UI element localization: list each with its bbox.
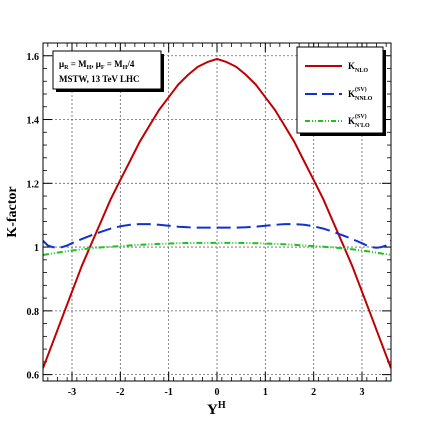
y-tick-label: 0.6 [27,371,40,382]
grid [43,43,391,381]
info-line-setup: MSTW, 13 TeV LHC [59,74,140,84]
x-tick-label: -2 [116,387,124,398]
y-tick-label: 1.2 [27,179,40,190]
axis-ticks [43,43,391,381]
x-tick-label: -1 [164,387,172,398]
y-tick-label: 0.8 [27,307,40,318]
y-tick-label: 1.6 [27,52,40,63]
series-line-2 [43,241,391,256]
legend-entries: KNLO K(SV) NNLO K(SV) N'LO [305,61,373,129]
series-line-0 [43,57,391,369]
legend-label: KNLO [348,61,368,74]
y-tick-label: 1 [34,243,39,254]
x-tick-label: 3 [360,387,365,398]
x-axis-label-main: Y [207,402,218,418]
series-lines [43,57,391,369]
tick-labels: -3 -2 -1 0 1 2 3 0.6 0.8 1 1.2 1.4 1.6 [27,52,365,398]
x-tick-label: -3 [68,387,76,398]
x-tick-label: 1 [263,387,268,398]
info-line-scales: μR = MH, μF = MH/4 [59,59,135,71]
legend-label: K(SV) N'LO [348,113,370,129]
info-box: μR = MH, μF = MH/4 MSTW, 13 TeV LHC [52,50,164,92]
y-tick-label: 1.4 [27,116,40,127]
series-line-1 [43,223,391,249]
x-axis-label: YH [207,400,226,418]
legend: KNLO K(SV) NNLO K(SV) N'LO [296,46,386,136]
y-axis-label: K-factor [5,186,20,237]
legend-label: K(SV) NNLO [348,86,373,102]
x-axis-label-sup: H [218,400,226,411]
legend-frame [296,46,384,134]
x-tick-label: 2 [311,387,316,398]
info-box-frame [52,50,162,90]
plot-frame [42,42,392,382]
x-tick-label: 0 [215,387,220,398]
